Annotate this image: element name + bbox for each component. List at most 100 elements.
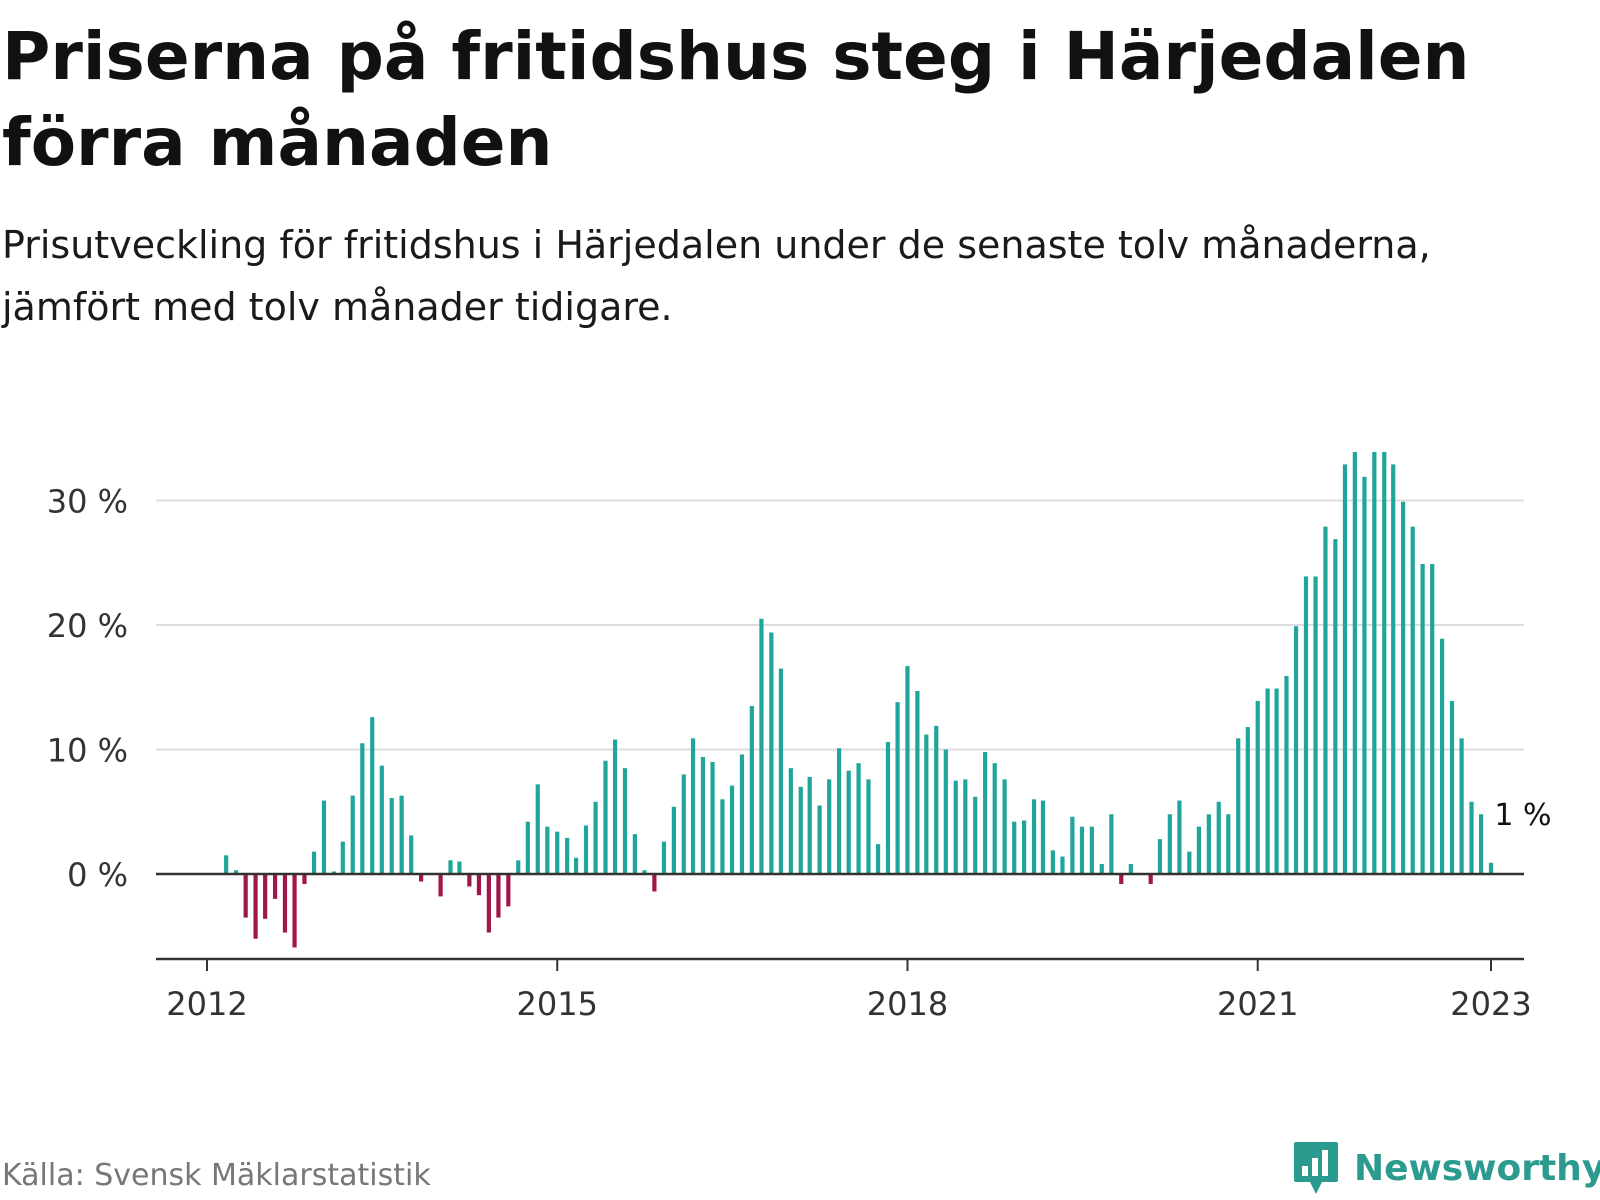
bar — [409, 835, 414, 874]
bar — [1352, 451, 1357, 874]
bar — [1226, 814, 1231, 874]
bar — [525, 821, 530, 874]
bar — [272, 874, 278, 899]
bar — [1362, 476, 1367, 874]
bar — [282, 874, 288, 933]
bar — [1303, 576, 1309, 874]
bar — [448, 860, 453, 874]
bar — [1040, 800, 1046, 874]
bar — [1401, 501, 1406, 874]
bar — [486, 874, 491, 933]
bar — [1236, 738, 1241, 874]
bar — [1050, 850, 1055, 874]
bar — [943, 749, 948, 874]
chart-title: Priserna på fritidshus steg i Härjedalen… — [2, 18, 1470, 181]
x-tick-label: 2018 — [867, 985, 948, 1023]
bar — [555, 831, 560, 874]
labels-layer: 0 % 10 % 20 % 30 % 2012 2015 2018 2021 2023 1 % — [47, 483, 1555, 1024]
bar — [1313, 576, 1318, 874]
bar — [535, 784, 540, 874]
bar — [302, 874, 307, 884]
brand-logo[interactable]: Newsworthy — [1292, 1140, 1600, 1196]
bar — [1157, 839, 1163, 874]
bar — [1391, 464, 1396, 874]
bar — [506, 874, 511, 907]
bar — [1109, 814, 1114, 874]
bar — [729, 785, 735, 874]
bar — [1206, 814, 1211, 874]
bar — [224, 855, 229, 874]
x-tick-label: 2012 — [166, 985, 247, 1023]
bar — [652, 874, 657, 892]
bar — [1459, 738, 1464, 874]
bar — [1440, 638, 1445, 874]
y-tick-label: 10 % — [47, 732, 128, 770]
bar — [798, 786, 803, 874]
bar — [1196, 826, 1202, 874]
bar — [681, 774, 686, 874]
bar — [807, 776, 812, 874]
grid-layer — [156, 499, 1524, 751]
bar — [573, 857, 579, 874]
bar — [612, 739, 618, 874]
bar — [953, 780, 958, 874]
bar — [1478, 814, 1484, 874]
bars-layer — [224, 451, 1494, 948]
bar — [545, 826, 550, 874]
bar — [788, 768, 793, 874]
bar — [710, 761, 715, 874]
bar — [1265, 688, 1270, 874]
bar — [866, 779, 871, 874]
bar — [340, 841, 345, 874]
bar — [1293, 626, 1299, 874]
y-tick-label: 30 % — [47, 483, 128, 521]
bar — [565, 837, 570, 874]
bar — [1070, 816, 1075, 874]
bar — [438, 874, 443, 897]
bar — [739, 754, 745, 874]
bar — [690, 738, 696, 874]
bar — [836, 748, 842, 874]
bar — [593, 801, 598, 874]
bar — [360, 743, 365, 874]
bar — [1245, 727, 1250, 874]
bar — [583, 825, 589, 874]
bar — [1119, 874, 1124, 884]
bar — [856, 763, 861, 874]
bar — [253, 874, 258, 939]
y-tick-label: 0 % — [67, 856, 128, 894]
bar — [379, 765, 384, 874]
bar — [457, 861, 462, 874]
bar — [292, 874, 297, 948]
bar — [1012, 821, 1017, 874]
bar — [1323, 526, 1328, 874]
bar — [1177, 800, 1182, 874]
bar — [263, 874, 268, 919]
bar — [321, 800, 327, 874]
axis-layer — [156, 872, 1524, 971]
bar — [973, 796, 978, 874]
bar — [963, 779, 968, 874]
bar — [370, 717, 375, 874]
bar — [243, 874, 248, 918]
bar — [934, 725, 939, 874]
bar — [603, 760, 608, 874]
x-tick-label: 2021 — [1217, 985, 1298, 1023]
bar-chart: 0 % 10 % 20 % 30 % 2012 2015 2018 2021 2023 1 % — [46, 451, 1555, 1024]
bar — [622, 768, 628, 874]
bar — [1187, 851, 1192, 874]
bar — [1449, 700, 1455, 874]
bar — [1342, 464, 1348, 874]
bar — [1488, 862, 1494, 874]
bar — [1099, 864, 1104, 874]
bar — [671, 806, 676, 874]
bar — [389, 798, 394, 874]
bar — [496, 874, 501, 918]
bar — [1255, 700, 1260, 874]
bar — [1216, 801, 1221, 874]
bar — [1420, 563, 1425, 874]
bar — [915, 690, 920, 874]
source-note: Källa: Svensk Mäklarstatistik — [2, 1158, 431, 1193]
bar — [233, 870, 239, 874]
bar — [1031, 799, 1037, 874]
